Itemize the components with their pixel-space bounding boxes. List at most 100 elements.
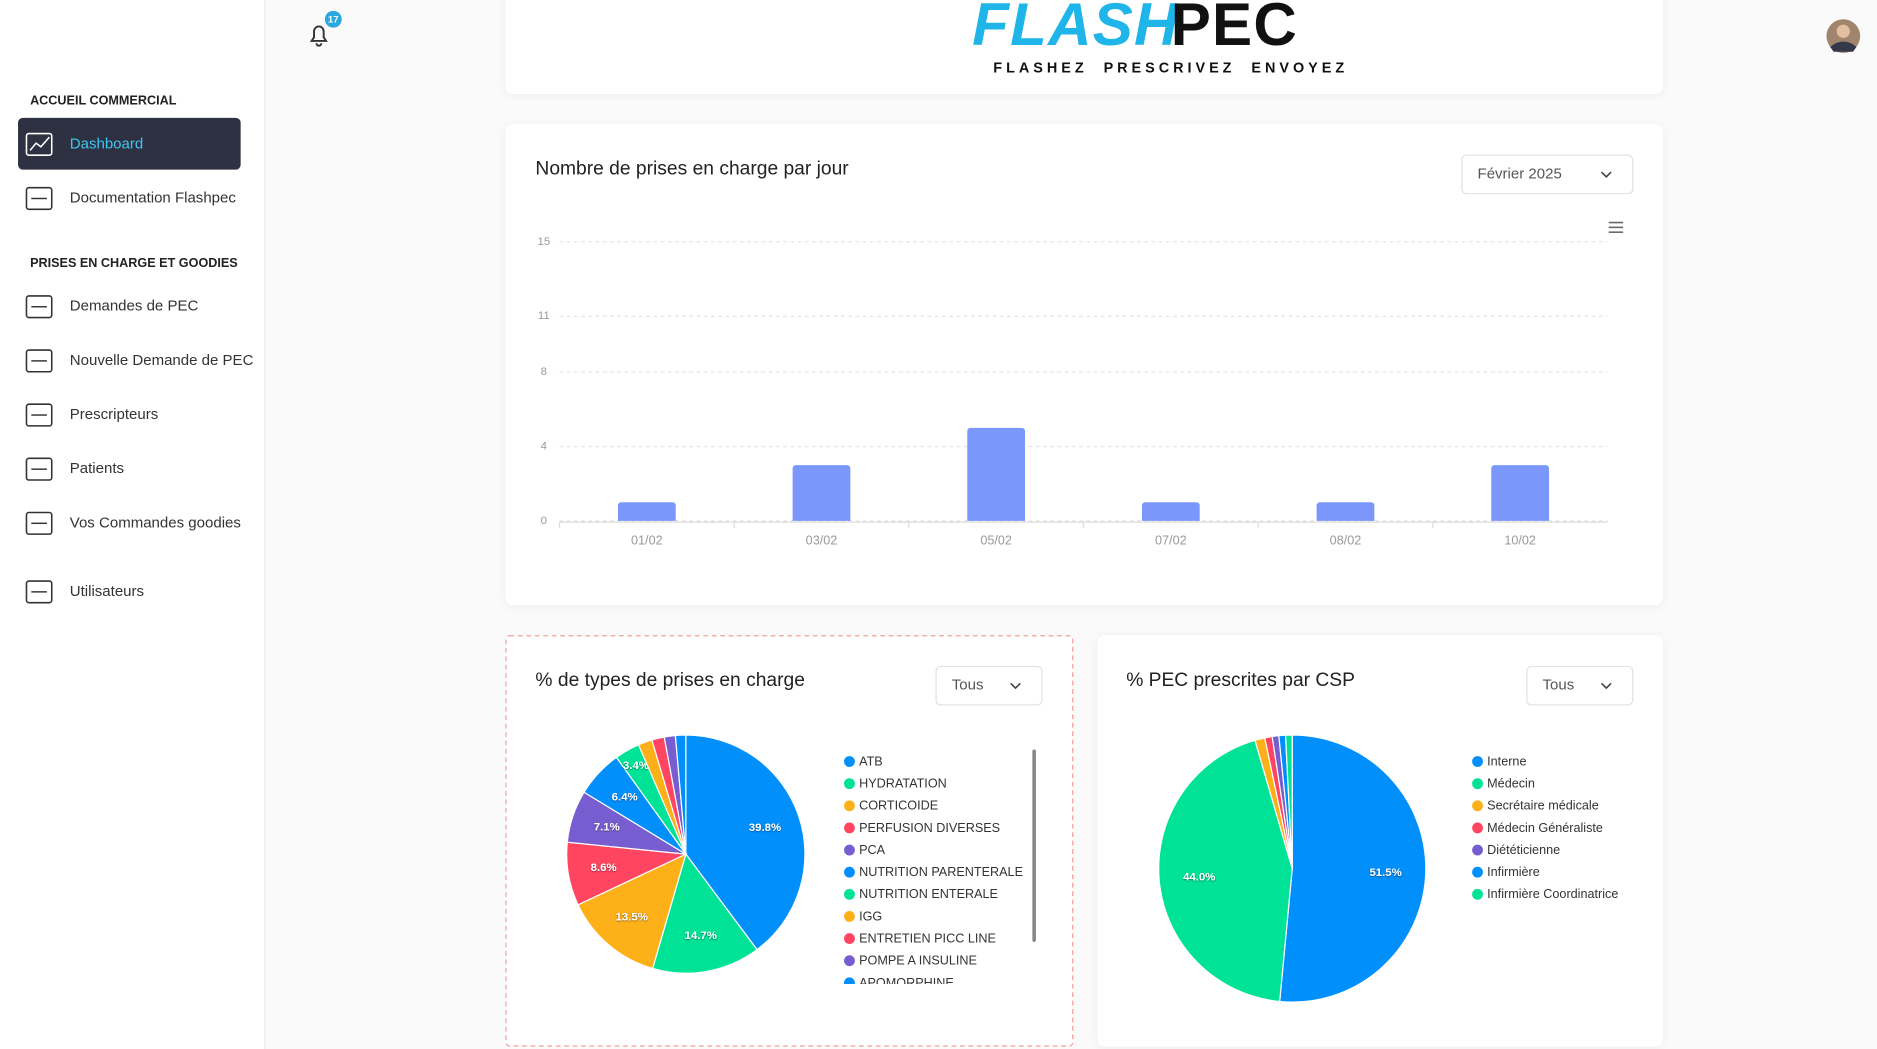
nav-icon: [25, 457, 53, 481]
legend-marker: [844, 866, 855, 878]
header-card: [505, 0, 1663, 94]
nav-item[interactable]: Utilisateurs: [70, 583, 144, 600]
nav-icon: [25, 403, 53, 427]
legend-marker: [1472, 756, 1483, 767]
nav-item[interactable]: Demandes de PEC: [70, 298, 199, 315]
bell[interactable]: [309, 25, 328, 47]
slice-label: 7.1%: [594, 822, 620, 834]
dropdown-caret: [1010, 682, 1021, 690]
legend-label[interactable]: Infirmière Coordinatrice: [1487, 887, 1618, 901]
legend-label[interactable]: NUTRITION ENTERALE: [859, 887, 998, 901]
dropdown[interactable]: [935, 665, 1043, 706]
slice-label: 13.5%: [616, 912, 648, 924]
nav-item[interactable]: Nouvelle Demande de PEC: [70, 352, 254, 369]
dropdown-caret: [1600, 171, 1612, 178]
chart-title: % PEC prescrites par CSP: [1126, 670, 1355, 691]
legend: Interne Médecin Secrétaire médicale Médecin…: [1472, 754, 1618, 901]
legend-marker: [1472, 866, 1483, 878]
chart-menu[interactable]: [1608, 221, 1624, 233]
legend-marker: [1472, 822, 1483, 834]
nav-icon: [25, 511, 53, 535]
dropdown-value: Février 2025: [1478, 165, 1562, 182]
pie-slice: [577, 853, 687, 970]
pie-slice: [1279, 734, 1427, 1003]
y-tick-label: 0: [541, 515, 547, 527]
legend-marker: [844, 800, 855, 812]
legend-label[interactable]: POMPE A INSULINE: [859, 954, 977, 968]
x-tick-label: 05/02: [980, 534, 1012, 548]
legend: ATB HYDRATATION CORTICOIDE PERFUSION DIVERS…: [844, 754, 1023, 990]
legend-label[interactable]: Infirmière: [1487, 865, 1540, 879]
sidebar: [0, 0, 265, 1049]
notification-count: 17: [328, 14, 339, 25]
nav-item[interactable]: Documentation Flashpec: [70, 189, 237, 206]
section-title: PRISES EN CHARGE ET GOODIES: [30, 256, 238, 270]
active-item[interactable]: [18, 117, 241, 170]
legend-marker: [844, 911, 855, 922]
legend-marker: [1472, 800, 1483, 812]
y-tick-label: 8: [541, 366, 547, 378]
dropdown-caret: [1600, 682, 1612, 690]
badge: [324, 10, 342, 28]
nav-icon-line: [29, 136, 50, 151]
pie-slice: [1158, 739, 1293, 1003]
y-tick-label: 4: [541, 440, 548, 452]
legend-label[interactable]: ATB: [859, 754, 883, 768]
bar: [1141, 502, 1200, 521]
nav-item[interactable]: Vos Commandes goodies: [70, 514, 241, 531]
slice-label: 51.5%: [1369, 867, 1401, 879]
legend-marker: [844, 888, 855, 900]
legend-label[interactable]: APOMORPHINE: [859, 976, 954, 990]
logo-flash: FLASH: [972, 0, 1179, 58]
legend-label[interactable]: NUTRITION PARENTERALE: [859, 865, 1023, 879]
legend-marker: [844, 977, 855, 985]
legend-marker: [844, 955, 855, 967]
legend-label[interactable]: IGG: [859, 909, 882, 923]
nav-item[interactable]: Patients: [70, 460, 124, 477]
scrollbar[interactable]: [1032, 749, 1036, 942]
dropdown-value: Tous: [1543, 677, 1575, 694]
legend-marker: [844, 844, 855, 856]
slice-label: 6.4%: [612, 791, 638, 803]
avatar[interactable]: [1826, 19, 1861, 53]
x-tick-label: 10/02: [1504, 534, 1536, 548]
legend-marker: [1472, 844, 1483, 856]
legend-label[interactable]: Secrétaire médicale: [1487, 799, 1599, 813]
legend-label[interactable]: CORTICOIDE: [859, 799, 938, 813]
nav-icon: [25, 349, 53, 373]
bar: [792, 465, 851, 521]
nav-icon: [25, 580, 53, 604]
pie-slice: [1284, 734, 1293, 869]
x-tick-label: 03/02: [806, 534, 838, 548]
legend-label[interactable]: Médecin: [1487, 777, 1535, 791]
dropdown[interactable]: [1526, 665, 1634, 706]
pie-slice: [674, 734, 687, 855]
pie-slice: [651, 852, 758, 974]
nav-item[interactable]: Dashboard: [70, 135, 143, 152]
bar-card: [505, 123, 1663, 606]
dropdown[interactable]: [1461, 154, 1634, 195]
legend-label[interactable]: Interne: [1487, 754, 1526, 768]
legend-label[interactable]: Diététicienne: [1487, 843, 1560, 857]
legend-label[interactable]: PERFUSION DIVERSES: [859, 821, 1000, 835]
slice-label: 8.6%: [591, 862, 617, 874]
x-tick-label: 07/02: [1155, 534, 1187, 548]
slice-label: 39.8%: [749, 822, 781, 834]
logo-tagline: FLASHEZ PRESCRIVEZ ENVOYEZ: [993, 60, 1348, 76]
bar: [1316, 502, 1375, 521]
legend-label[interactable]: Médecin Généraliste: [1487, 821, 1603, 835]
slice-label: 14.7%: [685, 930, 717, 942]
section-title: ACCUEIL COMMERCIAL: [30, 93, 177, 107]
legend-marker: [844, 778, 855, 790]
legend-label[interactable]: ENTRETIEN PICC LINE: [859, 932, 996, 946]
legend-marker: [1472, 888, 1483, 900]
legend-label[interactable]: HYDRATATION: [859, 777, 947, 791]
legend-label[interactable]: PCA: [859, 843, 886, 857]
legend-marker: [844, 822, 855, 834]
nav-item[interactable]: Prescripteurs: [70, 406, 158, 423]
legend-marker: [844, 933, 855, 944]
dropdown-value: Tous: [952, 677, 984, 694]
chart-title: Nombre de prises en charge par jour: [535, 159, 849, 180]
